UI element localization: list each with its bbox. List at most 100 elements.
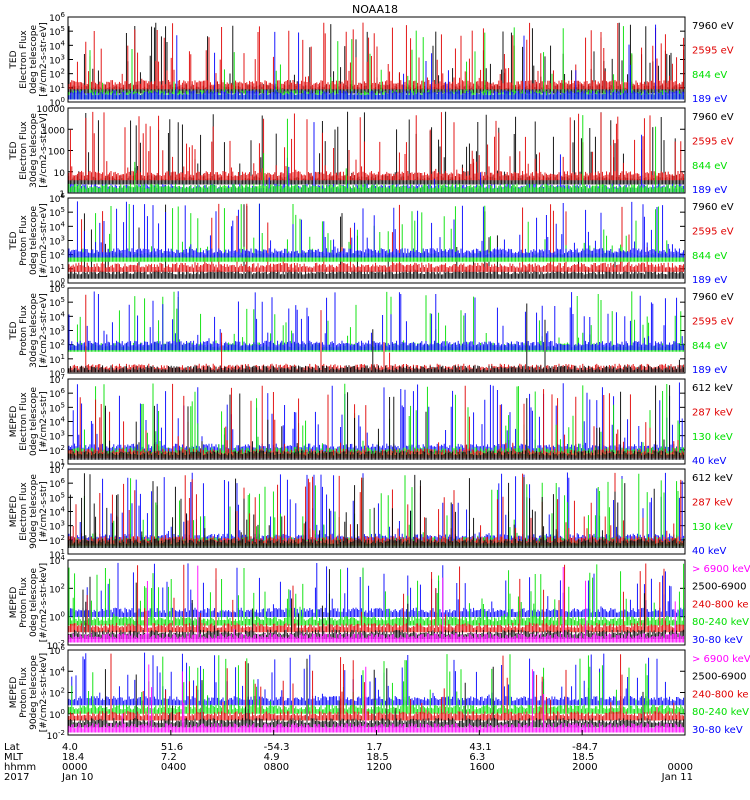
- series-blue: [68, 382, 685, 453]
- legend-entry: 240-800 ke: [692, 599, 749, 610]
- legend-entry: 7960 eV: [692, 112, 734, 123]
- y-tick-label: 10: [54, 169, 66, 179]
- legend-entry: 80-240 keV: [692, 707, 749, 718]
- y-axis-label: TEDProton Flux30deg telescope[#/cm2-s-st…: [9, 293, 49, 368]
- y-tick-label: 105: [49, 25, 65, 38]
- y-tick-label: 104: [49, 39, 65, 52]
- x-row-label: hhmm: [4, 762, 36, 773]
- series-green: [68, 115, 685, 193]
- y-axis-label: MEPEDProton Flux90deg telescope[#/cm2-s-…: [9, 653, 49, 732]
- y-tick-label: 102: [49, 582, 65, 595]
- series-black: [68, 204, 685, 279]
- y-tick-label: 103: [49, 235, 65, 248]
- x-row-label: Lat: [4, 742, 20, 753]
- y-tick-label: 100: [49, 708, 65, 721]
- mlt-value: 18.4: [62, 752, 84, 763]
- series-traces: [68, 382, 685, 460]
- lat-value: -54.3: [264, 742, 290, 753]
- y-tick-label: 104: [49, 506, 65, 519]
- series-blue: [68, 201, 685, 258]
- legend-entry: 30-80 keV: [692, 725, 743, 736]
- y-tick-label: 101: [49, 263, 65, 276]
- series-black: [68, 473, 685, 548]
- mlt-value: 18.5: [572, 752, 594, 763]
- series-traces: [68, 291, 685, 373]
- y-tick-label: 100: [49, 611, 65, 624]
- series-black: [68, 385, 685, 460]
- y-tick-label: 104: [49, 416, 65, 429]
- series-traces: [68, 562, 685, 643]
- chart-title: NOAA18: [352, 3, 398, 16]
- legend-entry: 844 eV: [692, 251, 727, 262]
- legend-entry: > 6900 keV: [692, 654, 750, 665]
- legend-entry: 189 eV: [692, 275, 727, 286]
- hhmm-value: 0400: [161, 762, 186, 773]
- y-tick-label: 103: [49, 325, 65, 338]
- legend-entry: 240-800 ke: [692, 689, 749, 700]
- y-tick-label: 106: [49, 192, 65, 205]
- lat-value: 4.0: [62, 742, 78, 753]
- series-magenta: [68, 565, 685, 643]
- y-tick-label: 103: [49, 430, 65, 443]
- series-black: [68, 303, 685, 373]
- plot-frame: [67, 559, 686, 646]
- lat-value: 43.1: [469, 742, 491, 753]
- y-tick-label: 105: [49, 296, 65, 309]
- series-blue: [68, 562, 685, 617]
- hhmm-value: 0800: [264, 762, 289, 773]
- date-value: Jan 11: [661, 772, 693, 783]
- series-blue: [68, 24, 685, 100]
- legend-entry: 40 keV: [692, 546, 726, 557]
- series-red: [68, 472, 685, 546]
- y-tick-label: 104: [49, 310, 65, 323]
- y-tick-label: 101: [49, 82, 65, 95]
- hhmm-value: 1200: [367, 762, 392, 773]
- legend-entry: 130 keV: [692, 432, 733, 443]
- legend-entry: > 6900 keV: [692, 564, 750, 575]
- series-black: [68, 658, 685, 728]
- plot-frame: [67, 287, 686, 374]
- y-axis-label: TEDProton Flux0deg telescope[#/cm2-s-str…: [9, 203, 49, 278]
- series-traces: [68, 652, 685, 733]
- legend-entry: 612 keV: [692, 473, 733, 484]
- legend-entry: 7960 eV: [692, 292, 734, 303]
- legend-entry: 844 eV: [692, 341, 727, 352]
- y-tick-label: 100: [48, 148, 65, 158]
- mlt-value: 4.9: [264, 752, 280, 763]
- legend-entry: 7960 eV: [692, 21, 734, 32]
- lat-value: 51.6: [161, 742, 183, 753]
- y-axis-label: MEPEDElectron Flux0deg telescope[#/cm2-s…: [9, 387, 49, 457]
- series-traces: [68, 201, 685, 279]
- y-axis-label: TEDElectron Flux0deg telescope[#/cm2-s-s…: [9, 22, 49, 97]
- series-blue: [68, 291, 685, 351]
- legend-entry: 189 eV: [692, 365, 727, 376]
- y-tick-label: 106: [49, 11, 65, 24]
- x-row-label: 2017: [4, 772, 29, 783]
- legend-entry: 80-240 keV: [692, 617, 749, 628]
- y-tick-label: 102: [49, 249, 65, 262]
- legend-entry: 2500-6900: [692, 582, 747, 593]
- hhmm-value: 2000: [572, 762, 597, 773]
- y-tick-label: 1000: [42, 126, 65, 136]
- y-tick-label: 102: [49, 444, 65, 457]
- legend-entry: 7960 eV: [692, 202, 734, 213]
- y-tick-label: 102: [49, 339, 65, 352]
- y-tick-label: 102: [49, 68, 65, 81]
- series-traces: [68, 22, 685, 100]
- legend-entry: 2595 eV: [692, 316, 734, 327]
- mlt-value: 18.5: [367, 752, 389, 763]
- y-tick-label: 106: [49, 477, 65, 490]
- series-traces: [68, 472, 685, 548]
- legend-entry: 287 keV: [692, 407, 733, 418]
- y-tick-label: 103: [49, 520, 65, 533]
- lat-value: 1.7: [367, 742, 383, 753]
- legend-entry: 189 eV: [692, 94, 727, 105]
